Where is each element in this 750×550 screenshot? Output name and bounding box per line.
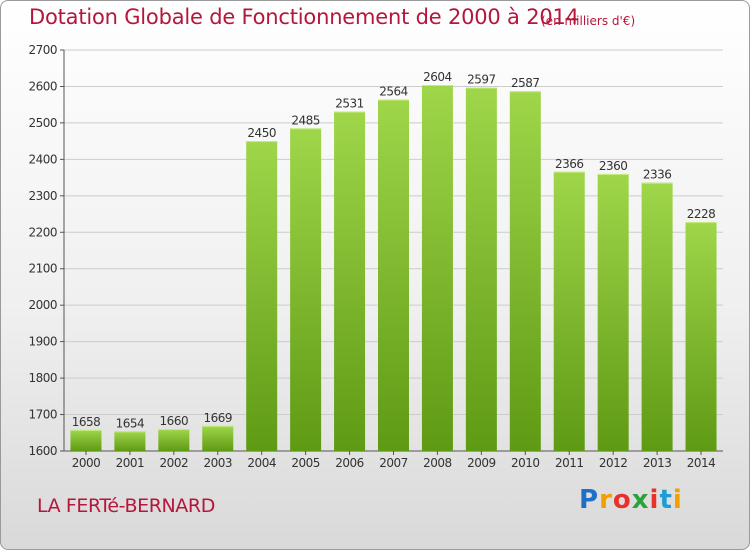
bar-2002 [158, 429, 190, 451]
brand-letter: o [612, 485, 632, 515]
y-tick-label: 2600 [28, 79, 57, 93]
y-tick-label: 2500 [28, 116, 57, 130]
bar-2006 [334, 111, 366, 451]
bar-2009 [465, 87, 497, 451]
brand-letter: x [631, 485, 650, 515]
brand-letter: t [659, 485, 673, 515]
chart-unit: (en milliers d'€) [541, 14, 636, 28]
x-tick-label: 2011 [555, 456, 584, 470]
commune-name: LA FERTé-BERNARD [37, 495, 215, 517]
brand-letter: i [672, 485, 683, 515]
data-label: 1654 [116, 416, 145, 430]
x-tick-label: 2004 [247, 456, 276, 470]
bar-2007 [378, 99, 409, 451]
brand-letter: i [649, 485, 660, 515]
x-tick-label: 2000 [72, 456, 101, 470]
data-label: 1658 [72, 415, 101, 429]
y-tick-label: 2200 [28, 225, 57, 239]
data-label: 2587 [511, 76, 540, 90]
bars [70, 84, 717, 452]
data-label: 2531 [335, 97, 364, 111]
data-label: 1660 [160, 414, 189, 428]
data-label: 2450 [247, 126, 276, 140]
bar-2008 [421, 84, 453, 451]
bar-2004 [246, 141, 278, 452]
x-tick-labels: 2000 2001 2002 2003 2004 2005 2006 2007 2008 2009… [72, 451, 716, 470]
x-tick-label: 2003 [203, 456, 232, 470]
y-tick-label: 1900 [28, 335, 57, 349]
y-tick-label: 2100 [28, 262, 57, 276]
bar-2014 [685, 222, 717, 451]
bar-2001 [114, 431, 146, 451]
x-tick-label: 2005 [291, 456, 320, 470]
brand-letter: P [579, 485, 600, 515]
proxiti-logo[interactable]: Proxiti [579, 485, 683, 515]
x-tick-label: 2001 [116, 456, 145, 470]
x-tick-label: 2012 [599, 456, 628, 470]
data-label: 2564 [379, 85, 408, 99]
x-tick-label: 2008 [423, 456, 452, 470]
y-tick-label: 2700 [28, 43, 57, 57]
data-label: 2597 [467, 73, 496, 87]
data-label: 2485 [291, 113, 320, 127]
bar-2011 [553, 171, 585, 451]
bar-2012 [597, 173, 629, 452]
brand-letter: r [599, 485, 613, 515]
x-tick-label: 2002 [160, 456, 189, 470]
y-tick-labels: 1600 1700 1800 1900 2000 2100 2200 2300 2400 2500… [28, 43, 57, 458]
y-tick-label: 1800 [28, 371, 57, 385]
data-label: 2366 [555, 157, 584, 171]
x-tick-label: 2013 [643, 456, 672, 470]
bar-2000 [70, 429, 102, 451]
bar-2013 [641, 182, 673, 451]
x-tick-label: 2010 [511, 456, 540, 470]
x-tick-label: 2007 [379, 456, 408, 470]
bar-2010 [509, 91, 541, 451]
chart-title: Dotation Globale de Fonctionnement de 20… [29, 5, 579, 29]
y-tick-label: 1700 [28, 408, 57, 422]
x-tick-label: 2014 [687, 456, 716, 470]
data-label: 2228 [687, 207, 716, 221]
data-label: 2604 [423, 70, 452, 84]
data-label: 2360 [599, 159, 628, 173]
data-label: 2336 [643, 168, 672, 182]
x-tick-label: 2009 [467, 456, 496, 470]
x-tick-label: 2006 [335, 456, 364, 470]
y-tick-label: 2000 [28, 298, 57, 312]
bar-2005 [290, 128, 322, 452]
y-tick-label: 2300 [28, 189, 57, 203]
data-labels: 1658 1654 1660 1669 2450 2485 2531 2564 2604 2597… [72, 70, 716, 430]
data-label: 1669 [203, 411, 232, 425]
y-tick-label: 1600 [28, 444, 57, 458]
bar-2003 [202, 425, 234, 451]
y-tick-label: 2400 [28, 152, 57, 166]
